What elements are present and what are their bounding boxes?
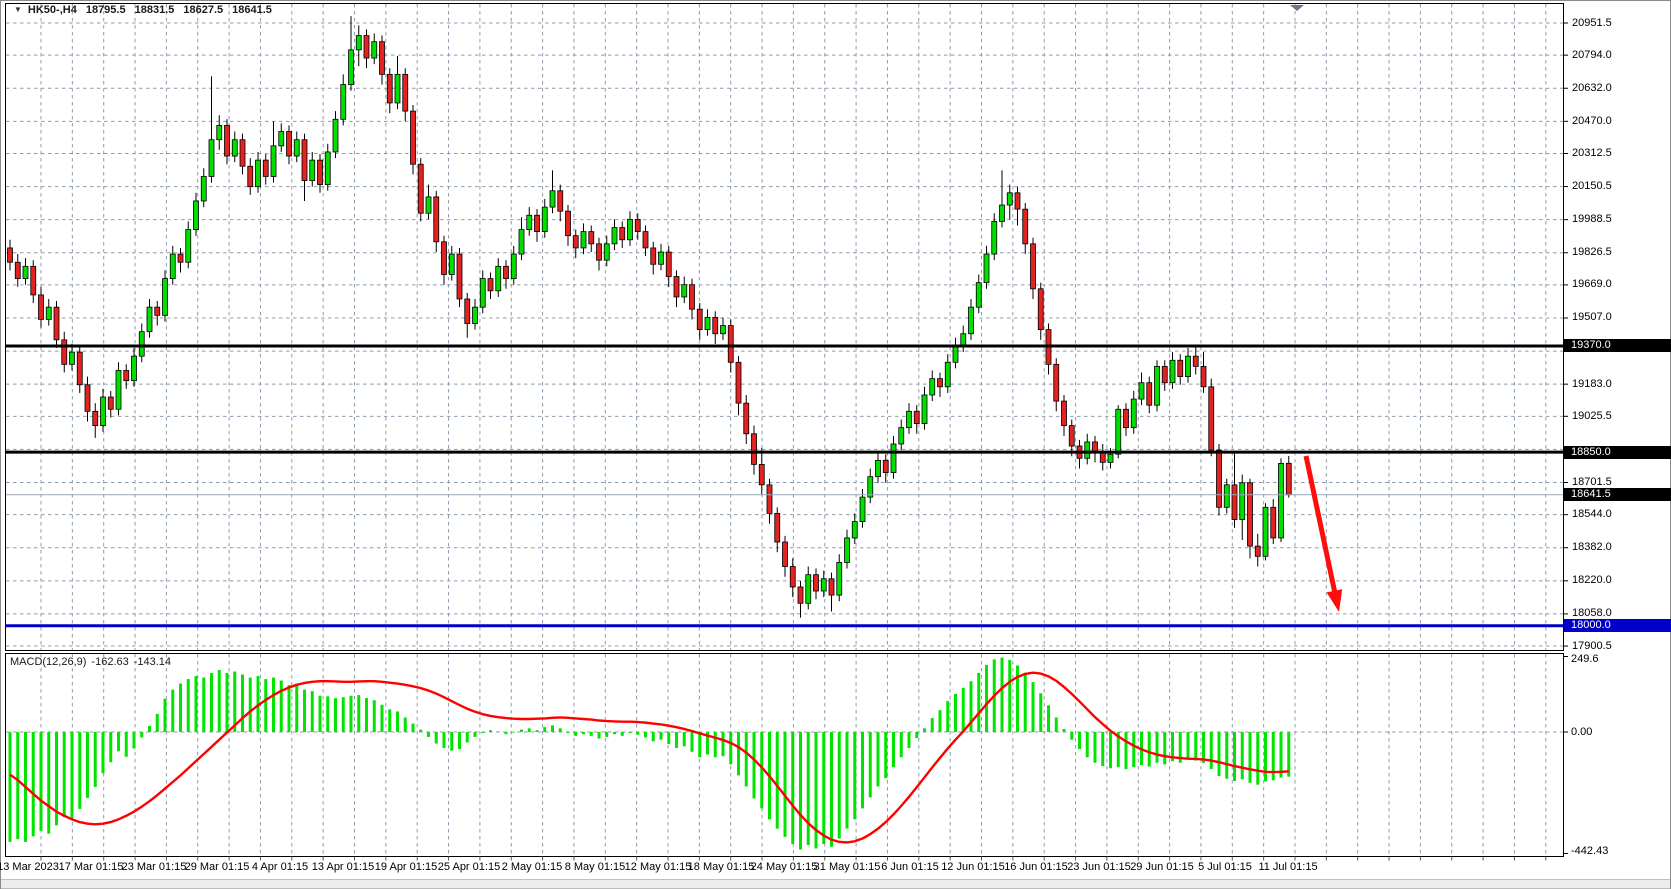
macd-name: MACD(12,26,9) bbox=[10, 656, 87, 668]
time-axis-label: 29 Mar 01:15 bbox=[184, 861, 250, 873]
time-axis-label: 13 Mar 2023 bbox=[0, 861, 59, 873]
price-tick-label: 19988.5 bbox=[1572, 213, 1612, 226]
time-axis-label: 16 Jun 01:15 bbox=[1004, 861, 1068, 873]
macd-main-value: -162.63 bbox=[91, 656, 129, 668]
time-axis-label: 2 May 01:15 bbox=[501, 861, 563, 873]
macd-scale-max-label: 249.6 bbox=[1571, 653, 1599, 665]
time-axis-label: 23 Mar 01:15 bbox=[121, 861, 187, 873]
price-tick-label: 19826.5 bbox=[1572, 246, 1612, 259]
time-axis-label: 17 Mar 01:15 bbox=[58, 861, 124, 873]
price-tick-label: 18701.5 bbox=[1572, 475, 1612, 488]
price-level-label: 18000.0 bbox=[1564, 619, 1671, 633]
time-axis-label: 12 Jun 01:15 bbox=[941, 861, 1005, 873]
bar-low-value: 18627.5 bbox=[183, 4, 224, 16]
time-axis-label: 12 May 01:15 bbox=[624, 861, 692, 873]
price-tick-label: 19507.0 bbox=[1572, 311, 1612, 324]
price-tick-label: 17900.5 bbox=[1572, 639, 1612, 652]
price-level-label: 18641.5 bbox=[1564, 488, 1671, 502]
macd-scale-min-label: -442.43 bbox=[1571, 845, 1609, 857]
macd-signal-value: -143.14 bbox=[133, 656, 172, 668]
price-tick-label: 20150.5 bbox=[1572, 180, 1612, 193]
price-tick-label: 20632.0 bbox=[1572, 81, 1612, 94]
time-axis-label: 11 Jul 01:15 bbox=[1258, 861, 1318, 873]
time-axis-label: 13 Apr 01:15 bbox=[311, 861, 375, 873]
time-axis-label: 5 Jul 01:15 bbox=[1198, 861, 1252, 873]
price-tick-label: 18058.0 bbox=[1572, 607, 1612, 620]
price-tick-label: 20470.0 bbox=[1572, 114, 1612, 127]
price-level-label: 19370.0 bbox=[1564, 339, 1671, 353]
time-axis-label: 8 May 01:15 bbox=[564, 861, 626, 873]
price-tick-label: 20312.5 bbox=[1572, 146, 1612, 159]
price-tick-label: 19183.0 bbox=[1572, 377, 1612, 390]
time-axis-label: 23 Jun 01:15 bbox=[1067, 861, 1131, 873]
time-axis-label: 19 Apr 01:15 bbox=[374, 861, 438, 873]
price-tick-label: 19025.5 bbox=[1572, 409, 1612, 422]
time-axis-label: 31 May 01:15 bbox=[813, 861, 881, 873]
bar-open-value: 18795.5 bbox=[85, 4, 126, 16]
time-axis-label: 4 Apr 01:15 bbox=[251, 861, 309, 873]
price-tick-label: 18220.0 bbox=[1572, 574, 1612, 587]
symbol-timeframe-label: HK50-,H4 bbox=[27, 4, 77, 16]
price-tick-label: 20951.5 bbox=[1572, 16, 1612, 29]
price-tick-label: 20794.0 bbox=[1572, 48, 1612, 61]
bar-close-value: 18641.5 bbox=[232, 4, 272, 16]
price-tick-label: 18382.0 bbox=[1572, 541, 1612, 554]
time-axis-label: 24 May 01:15 bbox=[750, 861, 818, 873]
symbol-dropdown-icon[interactable]: ▼ bbox=[14, 5, 22, 14]
price-tick-label: 19669.0 bbox=[1572, 278, 1612, 291]
price-level-label: 18850.0 bbox=[1564, 445, 1671, 459]
bar-high-value: 18831.5 bbox=[134, 4, 175, 16]
time-axis-label: 18 May 01:15 bbox=[687, 861, 755, 873]
price-tick-label: 18544.0 bbox=[1572, 508, 1612, 521]
chart-title-bar: ▼ HK50-,H4 18795.5 18831.5 18627.5 18641.5 bbox=[14, 3, 272, 17]
macd-indicator-label: MACD(12,26,9) -162.63 -143.14 bbox=[10, 656, 176, 669]
time-axis-label: 6 Jun 01:15 bbox=[881, 861, 939, 873]
macd-scale-zero-label: 0.00 bbox=[1571, 725, 1593, 738]
time-axis-label: 25 Apr 01:15 bbox=[437, 861, 501, 873]
time-axis-label: 29 Jun 01:15 bbox=[1130, 861, 1194, 873]
